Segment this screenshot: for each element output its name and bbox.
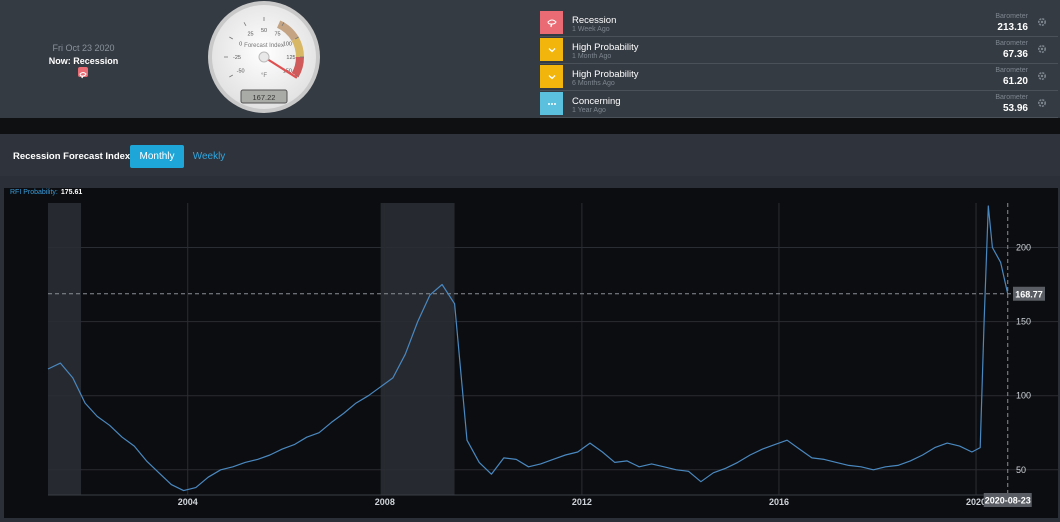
gauge-unit: °F [261, 73, 267, 79]
gauge-tick-label: 125 [286, 55, 295, 61]
barometer-label: Barometer [995, 67, 1028, 74]
gauge-tick-label: 50 [261, 28, 267, 34]
legend-series-value: 175.61 [60, 189, 83, 196]
chart-section-title: Recession Forecast Index [13, 151, 131, 162]
forecast-gauge: -50-250255075100125150 Forecast Index °F… [208, 1, 320, 113]
gauge-readout: 167.22 [253, 93, 276, 102]
gauge-tick-label: 100 [283, 42, 292, 48]
status-row-6-months: High Probability 6 Months Ago Barometer … [540, 64, 1058, 91]
gauge-tick-label: -25 [233, 55, 241, 61]
chevron-down-icon [540, 65, 563, 88]
status-title: High Probability [572, 42, 639, 53]
status-timeframe: 1 Year Ago [572, 107, 606, 114]
recession-status-icon [78, 67, 88, 79]
gauge-tick-mark [281, 22, 285, 27]
gauge-tick-mark [229, 74, 234, 78]
status-row-1-month: High Probability 1 Month Ago Barometer 6… [540, 37, 1058, 64]
status-timeframe: 1 Month Ago [572, 53, 612, 60]
gauge-tick-mark [243, 22, 247, 27]
gear-icon[interactable] [1036, 16, 1048, 28]
status-history-list: Recession 1 Week Ago Barometer 213.16 Hi… [540, 10, 1058, 118]
barometer-label: Barometer [995, 40, 1028, 47]
gauge-band-mid [291, 37, 304, 57]
gauge-tick-label: -50 [237, 69, 245, 75]
barometer-label: Barometer [995, 13, 1028, 20]
gauge-tick-mark [294, 74, 299, 78]
legend-series-label: RFI Probability: [10, 189, 58, 196]
section-divider [0, 118, 1060, 134]
status-row-1-week: Recession 1 Week Ago Barometer 213.16 [540, 10, 1058, 37]
gauge-tick-label: 25 [247, 32, 253, 38]
tab-monthly[interactable]: Monthly [130, 145, 184, 168]
gauge-readout-box [240, 89, 288, 104]
gauge-hub [258, 51, 270, 63]
gauge-tick-label: 0 [239, 42, 242, 48]
gear-icon[interactable] [1036, 70, 1048, 82]
chevron-down-icon [540, 38, 563, 61]
status-title: Recession [572, 15, 617, 26]
chart-legend: RFI Probability: 175.61 [10, 189, 82, 196]
chart-plot-background [4, 188, 1058, 518]
gear-icon[interactable] [1036, 43, 1048, 55]
barometer-value: 213.16 [997, 22, 1028, 33]
status-timeframe: 6 Months Ago [572, 80, 615, 87]
gauge-tick-label: 75 [274, 32, 280, 38]
tab-weekly[interactable]: Weekly [186, 145, 232, 168]
recession-icon [540, 11, 563, 34]
gauge-needle [262, 55, 298, 79]
chart-toolbar: Recession Forecast Index Monthly Weekly [0, 134, 1060, 176]
barometer-label: Barometer [995, 94, 1028, 101]
status-header: Fri Oct 23 2020 Now: Recession -50 -25 0 25… [0, 0, 1060, 118]
gauge-title: Forecast Index [244, 43, 284, 49]
status-title: Concerning [572, 96, 621, 107]
barometer-value: 67.36 [1002, 49, 1028, 60]
status-title: High Probability [572, 69, 639, 80]
gauge-band-high [291, 57, 304, 77]
status-timeframe: 1 Week Ago [572, 26, 610, 33]
ellipsis-icon [540, 92, 563, 115]
status-row-1-year: Concerning 1 Year Ago Barometer 53.96 [540, 91, 1058, 118]
now-status: Now: Recession [48, 56, 119, 66]
chart-area [0, 176, 1060, 522]
barometer-value: 61.20 [1002, 76, 1028, 87]
gear-icon[interactable] [1036, 97, 1048, 109]
gauge-tick-mark [229, 36, 234, 40]
barometer-value: 53.96 [1002, 103, 1028, 114]
gauge-tick-mark [294, 36, 299, 40]
current-date: Fri Oct 23 2020 [52, 43, 115, 53]
